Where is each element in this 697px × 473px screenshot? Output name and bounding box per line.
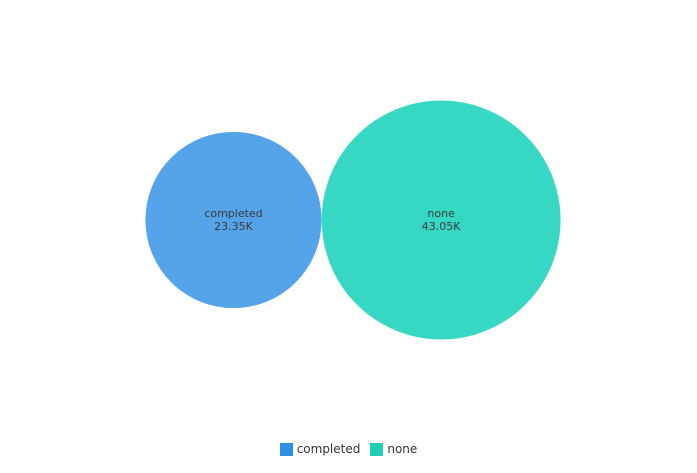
legend-label-none: none (387, 442, 418, 456)
bubble-name-label-completed: completed (204, 207, 262, 220)
legend-swatch-completed (279, 442, 293, 456)
bubble-value-label-none: 43.05K (422, 220, 461, 233)
bubble-value-label-completed: 23.35K (214, 220, 253, 233)
legend-item-completed[interactable]: completed (279, 442, 361, 456)
bubble-completed[interactable] (145, 131, 322, 309)
legend-label-completed: completed (296, 442, 361, 456)
legend-swatch-none (370, 442, 384, 456)
bubble-name-label-none: none (427, 207, 455, 220)
legend-item-none[interactable]: none (370, 442, 417, 456)
chart-legend: completed none (0, 439, 697, 459)
bubble-none[interactable] (321, 100, 561, 340)
